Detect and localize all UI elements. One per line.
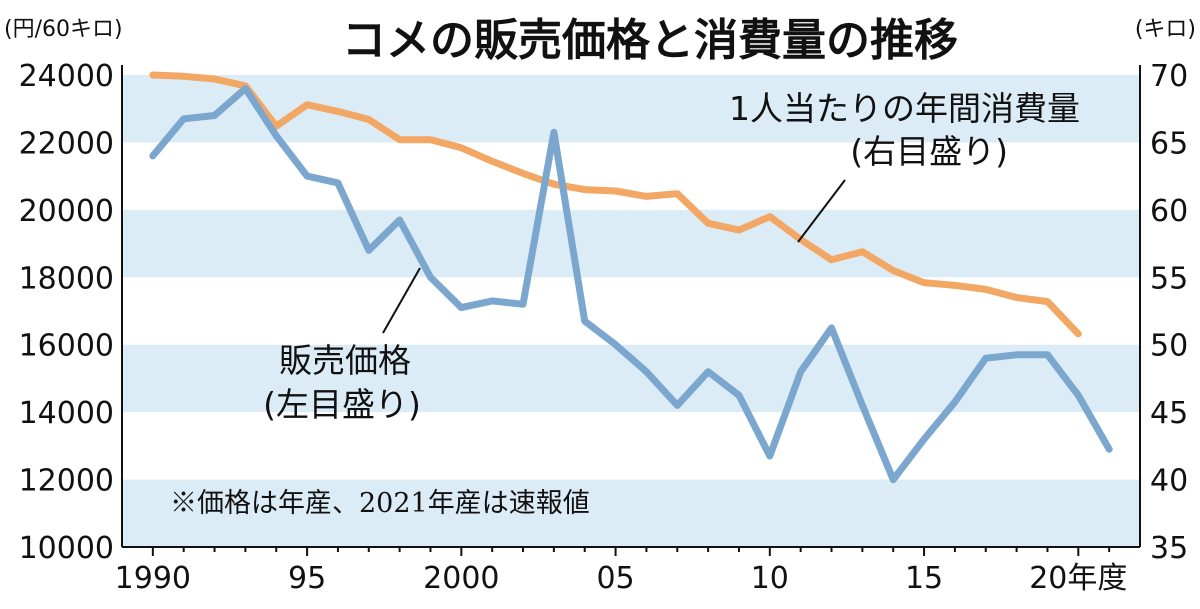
consumption-line <box>149 71 1082 338</box>
background-band <box>122 75 1140 143</box>
price-series-label: 販売価格 <box>279 341 411 380</box>
price-line <box>149 85 1113 484</box>
right-tick-label: 40 <box>1150 464 1188 499</box>
left-tick-label: 24000 <box>19 59 114 94</box>
x-tick-label: 05 <box>596 561 634 596</box>
right-tick-label: 60 <box>1150 194 1188 229</box>
price-axis-label: (左目盛り) <box>263 385 421 424</box>
left-axis-unit: (円/60キロ) <box>4 17 123 42</box>
left-tick-label: 22000 <box>19 126 114 161</box>
right-tick-label: 55 <box>1150 261 1188 296</box>
price-leader-line <box>382 267 421 334</box>
consumption-leader-line <box>797 179 846 243</box>
left-tick-label: 10000 <box>19 531 114 566</box>
right-tick-label: 45 <box>1150 396 1188 431</box>
x-tick-label: 95 <box>288 561 326 596</box>
left-tick-label: 20000 <box>19 194 114 229</box>
left-tick-label: 14000 <box>19 396 114 431</box>
x-tick-label: 1990 <box>115 561 191 596</box>
right-tick-label: 70 <box>1150 59 1188 94</box>
left-tick-label: 18000 <box>19 261 114 296</box>
background-band <box>122 209 1140 278</box>
consumption-axis-label: (右目盛り) <box>850 132 1008 171</box>
x-tick-label: 10 <box>751 561 789 596</box>
x-tick-label: 15 <box>905 561 943 596</box>
right-tick-label: 65 <box>1150 126 1188 161</box>
footnote: ※価格は年産、2021年産は速報値 <box>170 488 590 519</box>
chart-title: コメの販売価格と消費量の推移 <box>342 15 958 66</box>
x-tick-label: 2000 <box>423 561 499 596</box>
left-tick-label: 16000 <box>19 329 114 364</box>
x-tick-label: 20年度 <box>1029 561 1127 596</box>
consumption-series-label: 1人当たりの年間消費量 <box>729 89 1080 128</box>
left-tick-label: 12000 <box>19 464 114 499</box>
right-axis-unit: (キロ) <box>1135 17 1196 42</box>
right-tick-label: 35 <box>1150 531 1188 566</box>
right-tick-label: 50 <box>1150 329 1188 364</box>
background-band <box>122 479 1140 547</box>
